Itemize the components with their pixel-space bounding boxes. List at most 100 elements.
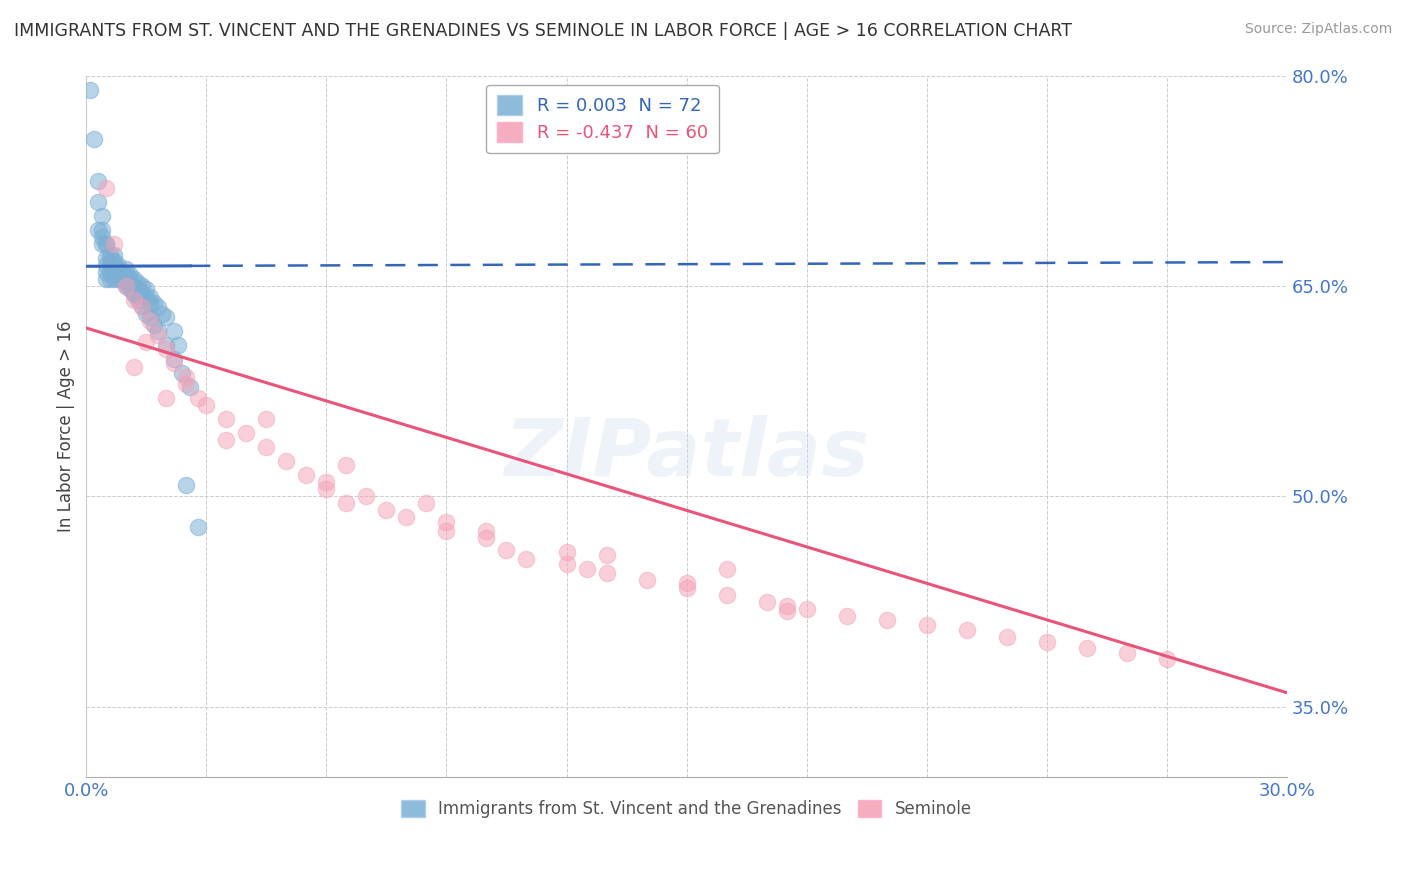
Point	[83, 131, 105, 145]
Point	[315, 475, 337, 490]
Point	[335, 496, 357, 510]
Point	[515, 552, 537, 566]
Point	[127, 289, 149, 303]
Point	[775, 599, 797, 613]
Point	[87, 194, 110, 209]
Point	[155, 338, 177, 352]
Point	[254, 412, 277, 426]
Point	[595, 548, 617, 562]
Text: IMMIGRANTS FROM ST. VINCENT AND THE GRENADINES VS SEMINOLE IN LABOR FORCE | AGE : IMMIGRANTS FROM ST. VINCENT AND THE GREN…	[14, 22, 1071, 40]
Point	[96, 236, 118, 251]
Point	[475, 532, 498, 546]
Point	[120, 279, 142, 293]
Point	[395, 510, 418, 524]
Point	[111, 268, 134, 282]
Point	[235, 426, 257, 441]
Point	[835, 608, 858, 623]
Point	[135, 334, 157, 349]
Point	[215, 412, 238, 426]
Point	[295, 468, 318, 483]
Point	[215, 434, 238, 448]
Point	[103, 236, 125, 251]
Y-axis label: In Labor Force | Age > 16: In Labor Force | Age > 16	[58, 320, 75, 532]
Point	[98, 248, 121, 262]
Point	[575, 562, 598, 576]
Point	[103, 272, 125, 286]
Point	[254, 440, 277, 454]
Point	[139, 314, 162, 328]
Point	[172, 366, 194, 380]
Point	[163, 351, 186, 366]
Text: Source: ZipAtlas.com: Source: ZipAtlas.com	[1244, 22, 1392, 37]
Point	[155, 391, 177, 405]
Point	[127, 282, 149, 296]
Point	[115, 276, 138, 290]
Point	[124, 293, 146, 307]
Point	[107, 265, 129, 279]
Point	[79, 82, 101, 96]
Point	[91, 236, 114, 251]
Point	[127, 293, 149, 307]
Point	[91, 230, 114, 244]
Point	[150, 307, 173, 321]
Point	[139, 310, 162, 324]
Point	[124, 272, 146, 286]
Text: ZIPatlas: ZIPatlas	[505, 416, 869, 493]
Point	[755, 594, 778, 608]
Point	[120, 282, 142, 296]
Point	[103, 265, 125, 279]
Point	[155, 310, 177, 324]
Point	[436, 524, 458, 539]
Point	[131, 299, 153, 313]
Point	[91, 223, 114, 237]
Point	[107, 262, 129, 277]
Point	[96, 236, 118, 251]
Point	[148, 328, 170, 343]
Point	[107, 258, 129, 272]
Point	[176, 478, 198, 492]
Point	[103, 258, 125, 272]
Point	[96, 258, 118, 272]
Point	[415, 496, 437, 510]
Point	[103, 253, 125, 268]
Point	[555, 545, 578, 559]
Point	[179, 380, 201, 394]
Point	[96, 265, 118, 279]
Point	[1076, 640, 1098, 655]
Point	[120, 272, 142, 286]
Point	[124, 279, 146, 293]
Point	[148, 300, 170, 314]
Point	[115, 272, 138, 286]
Point	[276, 454, 298, 468]
Point	[555, 557, 578, 571]
Point	[103, 248, 125, 262]
Point	[131, 279, 153, 293]
Point	[135, 282, 157, 296]
Point	[131, 300, 153, 314]
Point	[155, 342, 177, 356]
Point	[143, 295, 166, 310]
Point	[96, 251, 118, 265]
Point	[139, 295, 162, 310]
Point	[96, 272, 118, 286]
Point	[956, 623, 979, 637]
Point	[436, 515, 458, 529]
Point	[115, 268, 138, 282]
Point	[124, 285, 146, 300]
Point	[335, 458, 357, 473]
Point	[195, 398, 218, 412]
Point	[167, 338, 190, 352]
Point	[315, 483, 337, 497]
Point	[115, 262, 138, 277]
Point	[87, 223, 110, 237]
Point	[796, 601, 818, 615]
Point	[163, 324, 186, 338]
Point	[675, 576, 697, 591]
Point	[124, 287, 146, 301]
Point	[124, 360, 146, 375]
Point	[98, 272, 121, 286]
Point	[131, 285, 153, 300]
Point	[356, 489, 378, 503]
Point	[375, 503, 398, 517]
Point	[127, 276, 149, 290]
